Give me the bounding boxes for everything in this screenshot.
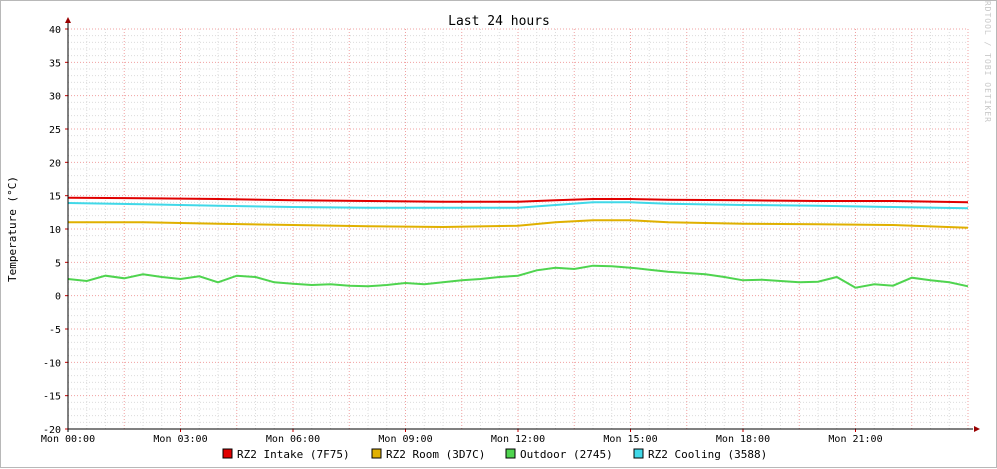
x-tick-label: Mon 15:00 <box>603 434 657 445</box>
legend-entry: RZ2 Cooling (3588) <box>648 448 767 461</box>
x-tick-label: Mon 03:00 <box>153 434 207 445</box>
y-tick-label: 25 <box>49 125 61 136</box>
x-tick-label: Mon 09:00 <box>378 434 432 445</box>
y-tick-labels: -20 -15 -10 -5 0 5 10 15 20 25 30 35 40 <box>43 25 61 436</box>
y-tick-label: -5 <box>49 325 61 336</box>
series-lines <box>67 196 969 289</box>
x-tick-labels: Mon 00:00 Mon 03:00 Mon 06:00 Mon 09:00 Mon … <box>41 434 883 445</box>
y-tick-label: -15 <box>43 392 61 403</box>
legend-swatch <box>505 448 516 459</box>
y-tick-label: 0 <box>55 292 61 303</box>
legend-entry: RZ2 Intake (7F75) <box>237 448 350 461</box>
x-tick-label: Mon 06:00 <box>266 434 320 445</box>
legend-swatch <box>222 448 233 459</box>
y-tick-label: 35 <box>49 58 61 69</box>
series-line <box>68 219 969 229</box>
major-grid <box>67 28 969 430</box>
x-tick-label: Mon 00:00 <box>41 434 95 445</box>
y-tick-label: -20 <box>43 425 61 436</box>
y-tick-label: -10 <box>43 358 61 369</box>
legend-entry: RZ2 Room (3D7C) <box>386 448 485 461</box>
y-tick-label: 15 <box>49 192 61 203</box>
legend-entry: Outdoor (2745) <box>520 448 613 461</box>
y-tick-label: 10 <box>49 225 61 236</box>
y-tick-label: 20 <box>49 158 61 169</box>
x-axis-arrow <box>974 426 980 432</box>
axes <box>65 17 980 432</box>
watermark: RRDTOOL / TOBI OETIKER <box>983 1 992 123</box>
x-tick-label: Mon 12:00 <box>491 434 545 445</box>
y-tick-label: 30 <box>49 92 61 103</box>
y-axis-label: Temperature (°C) <box>6 176 19 282</box>
y-axis-arrow <box>65 17 71 23</box>
y-tick-label: 40 <box>49 25 61 36</box>
legend: RZ2 Intake (7F75) RZ2 Room (3D7C) Outdoor … <box>222 448 767 461</box>
legend-swatch <box>633 448 644 459</box>
series-line <box>67 201 969 210</box>
y-tick-label: 5 <box>55 258 61 269</box>
series-line <box>67 196 969 204</box>
series-line <box>67 264 969 289</box>
x-tick-label: Mon 21:00 <box>828 434 882 445</box>
x-tick-label: Mon 18:00 <box>716 434 770 445</box>
legend-swatch <box>371 448 382 459</box>
chart-title: Last 24 hours <box>448 14 550 29</box>
